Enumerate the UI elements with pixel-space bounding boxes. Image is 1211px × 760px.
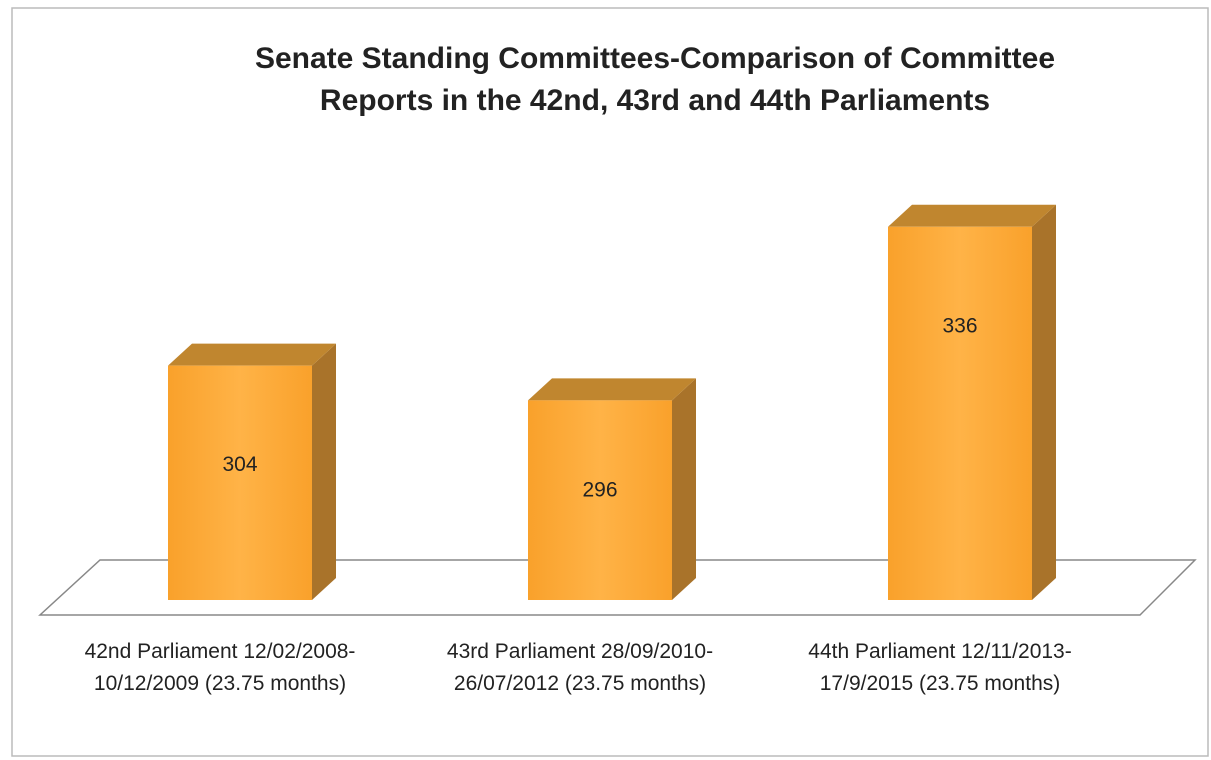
data-label: 296 <box>582 479 617 502</box>
x-tick-label: 43rd Parliament 28/09/2010-26/07/2012 (2… <box>446 640 714 695</box>
bar-side <box>312 343 336 600</box>
bar <box>168 343 336 600</box>
chart-title: Senate Standing Committees-Comparison of… <box>254 42 1056 117</box>
bar-side <box>672 378 696 600</box>
data-label: 336 <box>942 314 977 337</box>
bar <box>888 204 1056 600</box>
bar-side <box>1032 204 1056 600</box>
bar-top <box>168 343 336 366</box>
bars: 304 296 336 <box>168 204 1056 600</box>
bar-front <box>888 226 1032 600</box>
data-label: 304 <box>222 453 257 476</box>
bar-top <box>888 204 1056 227</box>
x-tick-label: 44th Parliament 12/11/2013-17/9/2015 (23… <box>808 640 1072 695</box>
x-tick-label: 42nd Parliament 12/02/2008-10/12/2009 (2… <box>84 640 356 695</box>
bar-top <box>528 378 696 401</box>
bar <box>528 378 696 600</box>
frame <box>11 7 1209 757</box>
bar-front <box>168 365 312 600</box>
bar-front <box>528 400 672 600</box>
